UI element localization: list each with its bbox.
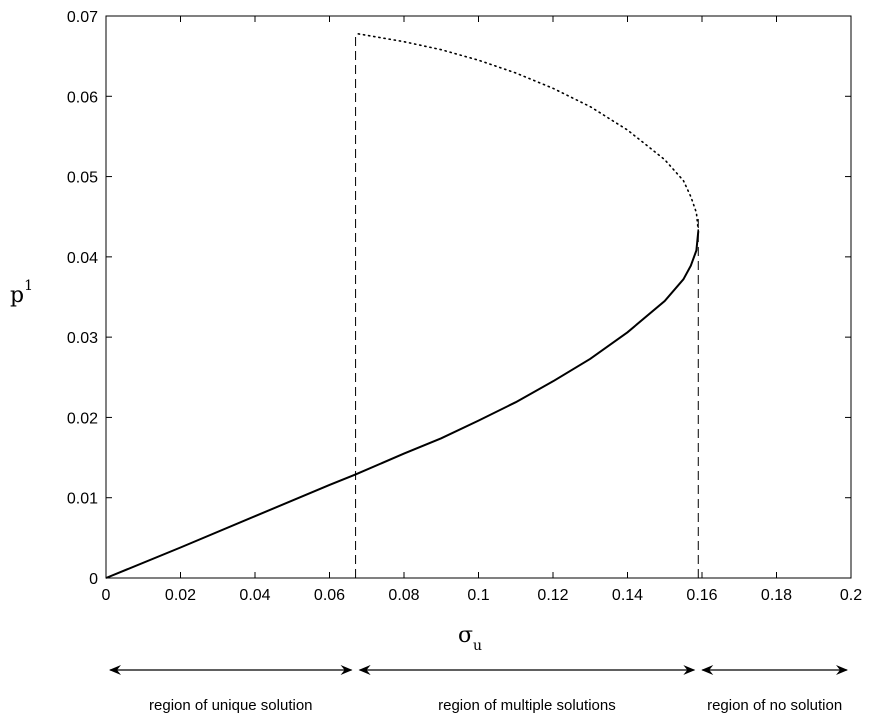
y-tick-label: 0.07 — [67, 9, 98, 26]
vertical-lines-layer — [355, 32, 699, 578]
x-axis-ticks: 0 0.02 0.04 0.06 0.08 0.1 0.12 0.14 0.16 0.18 0.2 — [102, 16, 862, 604]
x-tick-label: 0.02 — [165, 587, 196, 604]
y-tick-label: 0.05 — [67, 170, 98, 187]
region-label: region of multiple solutions — [438, 697, 616, 714]
x-tick-label: 0.12 — [537, 587, 568, 604]
x-tick-label: 0 — [102, 587, 111, 604]
lower-branch-solid-line — [105, 231, 700, 579]
x-tick-label: 0.18 — [761, 587, 792, 604]
plot-area — [105, 15, 852, 579]
y-axis-ticks: 0 0.01 0.02 0.03 0.04 0.05 0.06 0.07 — [67, 9, 851, 588]
y-tick-label: 0.03 — [67, 330, 98, 347]
y-tick-label: 0.01 — [67, 491, 98, 508]
region-label: region of unique solution — [149, 697, 312, 714]
plot-frame — [105, 15, 852, 579]
x-tick-label: 0.06 — [314, 587, 345, 604]
y-tick-label: 0 — [89, 571, 98, 588]
x-tick-label: 0.2 — [840, 587, 862, 604]
x-tick-label: 0.04 — [239, 587, 270, 604]
y-axis-label: p1 — [10, 278, 33, 308]
region-label: region of no solution — [707, 697, 842, 714]
x-axis-label-subscript: u — [473, 638, 482, 654]
y-tick-label: 0.06 — [67, 89, 98, 106]
x-tick-label: 0.14 — [612, 587, 643, 604]
x-tick-label: 0.08 — [388, 587, 419, 604]
x-axis-label-main: σ — [458, 623, 473, 648]
x-axis-label: σu — [458, 623, 482, 654]
y-axis-label-main: p — [10, 283, 24, 308]
regions-layer: region of unique solution region of multi… — [109, 665, 848, 714]
upper-branch-dotted-line — [356, 32, 700, 232]
series-layer — [105, 32, 700, 579]
y-axis-label-superscript: 1 — [24, 278, 33, 294]
y-tick-label: 0.04 — [67, 250, 98, 267]
y-tick-label: 0.02 — [67, 410, 98, 427]
x-tick-label: 0.1 — [467, 587, 489, 604]
x-tick-label: 0.16 — [686, 587, 717, 604]
